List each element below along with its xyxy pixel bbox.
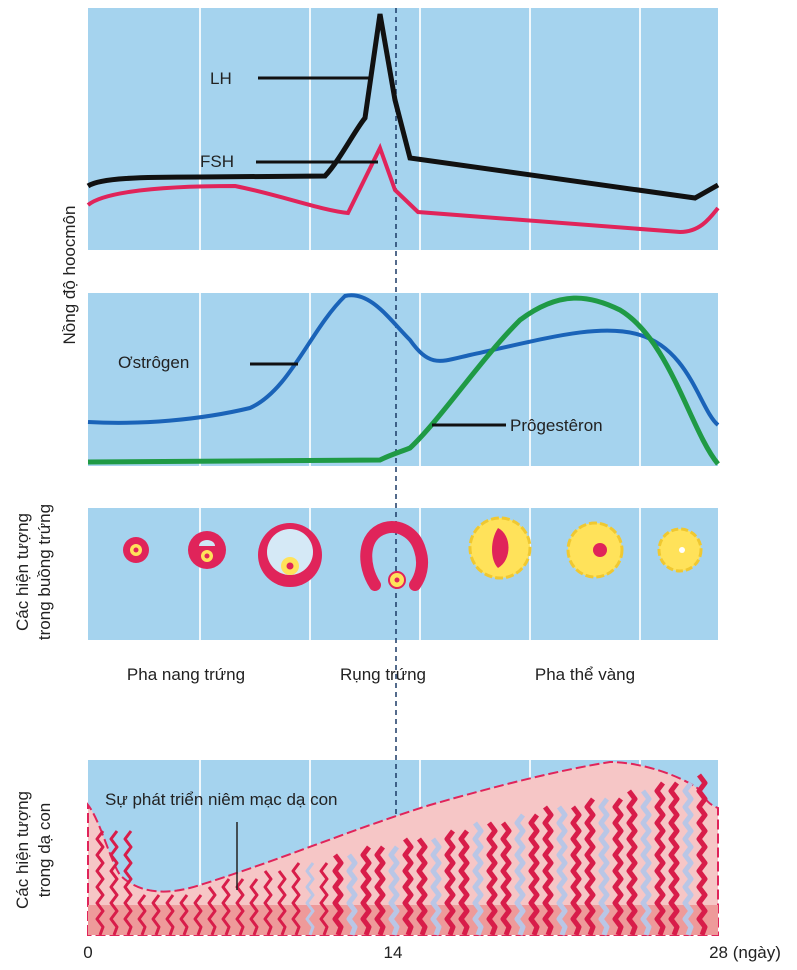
vessel — [193, 894, 203, 936]
vessel — [221, 878, 231, 936]
vessel — [682, 781, 694, 936]
progesterone-label: Prôgestêron — [510, 416, 603, 435]
y-label: trong dạ con — [35, 803, 54, 898]
vessel — [696, 773, 708, 936]
steroid-panel — [88, 293, 718, 466]
estrogen-curve — [87, 293, 720, 427]
fsh-label: FSH — [200, 152, 234, 171]
y-label: Các hiện tượng — [13, 513, 32, 631]
vessel — [263, 870, 273, 936]
vessel — [277, 870, 287, 936]
vessel — [305, 862, 315, 936]
vessel — [486, 821, 498, 936]
vessel — [291, 862, 301, 936]
y-label: Nồng độ hoocmôn — [60, 206, 79, 345]
vessel — [249, 878, 259, 936]
lh-label: LH — [210, 69, 232, 88]
vessel — [598, 797, 610, 936]
vessel — [514, 813, 526, 936]
vessel — [654, 781, 666, 936]
vessel — [444, 829, 456, 936]
phase-label: Pha thể vàng — [535, 665, 635, 684]
vessel — [332, 853, 344, 936]
vessel — [360, 845, 372, 936]
vessel — [570, 805, 582, 936]
vessel — [179, 894, 189, 936]
ovary-illustrations — [123, 516, 703, 591]
x-axis-label: 14 — [384, 943, 403, 962]
vessel — [584, 797, 596, 936]
vessel — [640, 789, 652, 936]
x-axis-label: 28 (ngày) — [709, 943, 781, 962]
vessel — [416, 837, 428, 936]
lh-curve — [86, 13, 720, 201]
vessel — [668, 781, 680, 936]
vessel — [500, 821, 512, 936]
vessel — [612, 797, 624, 936]
vessel — [430, 837, 442, 936]
phase-label: Pha nang trứng — [127, 665, 245, 684]
vessel — [123, 830, 133, 936]
vessel — [151, 894, 161, 936]
vessel — [458, 829, 470, 936]
vessels — [95, 773, 708, 936]
vessel — [472, 821, 484, 936]
vessel — [207, 886, 217, 936]
vessel — [402, 837, 414, 936]
vessel — [556, 805, 568, 936]
vessel — [346, 853, 358, 936]
y-label: Các hiện tượng — [13, 791, 32, 909]
uterus-label: Sự phát triển niêm mạc dạ con — [105, 790, 338, 809]
y-label: trong buồng trứng — [35, 504, 54, 640]
vessel — [374, 845, 386, 936]
vessel — [95, 830, 105, 936]
vessel — [388, 845, 400, 936]
vessel — [165, 894, 175, 936]
vessel — [528, 813, 540, 936]
estrogen-label: Ơstrôgen — [118, 353, 189, 372]
vessel — [137, 894, 147, 936]
vessel — [542, 805, 554, 936]
fsh-curve — [86, 142, 720, 235]
vessel — [626, 789, 638, 936]
phase-label: Rụng trứng — [340, 665, 426, 684]
x-axis-label: 0 — [83, 943, 92, 962]
vessel — [109, 830, 119, 936]
vessel — [319, 862, 329, 936]
progesterone-curve — [87, 295, 720, 466]
vessel — [235, 878, 245, 936]
